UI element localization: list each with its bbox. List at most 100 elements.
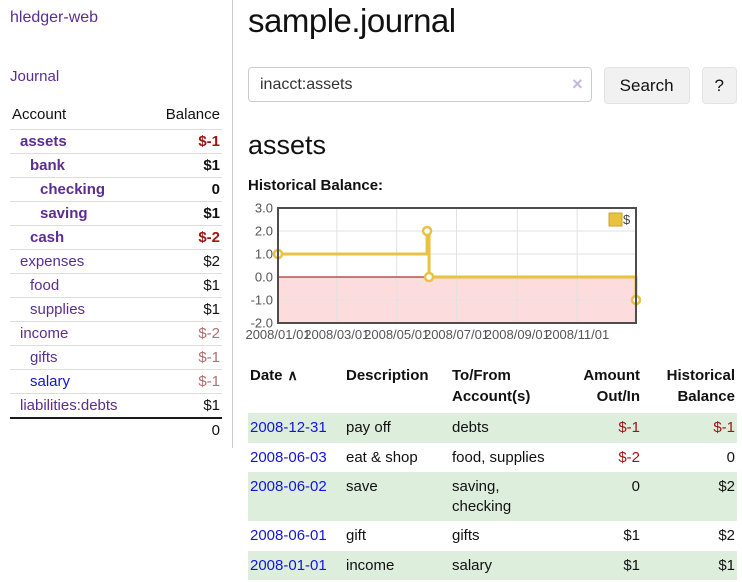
register-header-accounts: To/From Account(s) [452, 367, 531, 405]
transaction-balance: 0 [726, 448, 735, 466]
register-row: 2008-01-01 income salary $1 $1 [248, 550, 737, 580]
account-link-saving[interactable]: saving [40, 205, 88, 222]
account-link-expenses[interactable]: expenses [20, 253, 85, 270]
account-balance: $-1 [148, 345, 222, 370]
clear-search-icon[interactable]: × [572, 74, 583, 94]
account-link-salary[interactable]: salary [30, 373, 71, 390]
account-balance: 0 [148, 177, 222, 202]
svg-text:-2.0: -2.0 [251, 316, 273, 331]
historical-balance-chart: 3.0 2.0 1.0 0.0 -1.0 -2.0 2008/01/01 2008/03/01… [245, 201, 650, 344]
transaction-date-link[interactable]: 2008-12-31 [250, 419, 327, 436]
svg-text:2008/01/01: 2008/01/01 [245, 327, 310, 342]
svg-text:2008/05/01: 2008/05/01 [364, 327, 429, 342]
search-help-button[interactable]: ? [701, 67, 737, 104]
account-row: bank $1 [10, 153, 222, 178]
svg-text:2008/07/01: 2008/07/01 [424, 327, 489, 342]
account-link-liabilities-debts[interactable]: liabilities:debts [20, 397, 118, 414]
svg-text:2008/11/01: 2008/11/01 [545, 327, 609, 342]
transaction-description: income [346, 556, 395, 574]
register-table: Date ∧ Description To/From Account(s) Amo… [248, 361, 737, 580]
account-row: cash $-2 [10, 225, 222, 250]
chart-canvas: 3.0 2.0 1.0 0.0 -1.0 -2.02008/01/012008/03/01… [245, 201, 642, 342]
register-row: 2008-06-01 gift gifts $1 $2 [248, 521, 737, 551]
register-header-balance: Historical Balance [666, 367, 735, 405]
register-row: 2008-06-02 save saving, checking 0 $2 [248, 472, 737, 521]
account-heading: assets [248, 130, 327, 160]
account-row: liabilities:debts $1 [10, 393, 222, 419]
accounts-header-account: Account [10, 102, 149, 130]
svg-text:2008/03/01: 2008/03/01 [304, 327, 369, 342]
register-row: 2008-12-31 pay off debts $-1 $-1 [248, 413, 737, 443]
account-link-supplies[interactable]: supplies [30, 301, 86, 318]
account-row: assets $-1 [10, 129, 222, 154]
transaction-accounts: saving, checking [452, 478, 512, 515]
accounts-header-balance: Balance [148, 102, 222, 130]
account-link-income[interactable]: income [20, 325, 69, 342]
account-balance: $1 [148, 393, 222, 419]
account-link-assets[interactable]: assets [20, 133, 67, 150]
main-content: sample.journal × Search ? assets Histori… [233, 0, 737, 580]
account-link-gifts[interactable]: gifts [30, 349, 58, 366]
transaction-description: gift [346, 527, 367, 544]
register-row: 2008-06-03 eat & shop food, supplies $-2… [248, 443, 737, 473]
account-balance: $2 [148, 249, 222, 274]
transaction-balance: $-1 [713, 419, 735, 436]
transaction-amount: $1 [623, 527, 640, 544]
transaction-balance: $1 [718, 556, 735, 574]
account-balance: $-1 [148, 129, 222, 154]
account-row: saving $1 [10, 201, 222, 226]
sidebar-item-journal[interactable]: Journal [10, 68, 60, 85]
transaction-balance: $2 [718, 527, 735, 544]
account-link-cash[interactable]: cash [30, 229, 65, 246]
account-row: checking 0 [10, 177, 222, 202]
transaction-amount: 0 [631, 478, 640, 495]
account-row: gifts $-1 [10, 345, 222, 370]
svg-text:0.0: 0.0 [255, 270, 273, 285]
transaction-accounts: gifts [452, 527, 480, 544]
account-link-food[interactable]: food [30, 277, 60, 294]
app-title-link[interactable]: hledger-web [10, 9, 99, 26]
transaction-date-link[interactable]: 2008-06-01 [250, 527, 327, 544]
account-row: food $1 [10, 273, 222, 298]
transaction-balance: $2 [718, 478, 735, 495]
transaction-accounts: debts [452, 419, 489, 436]
account-row: salary $-1 [10, 369, 222, 394]
register-header-date[interactable]: Date ∧ [250, 367, 298, 384]
register-header-amount: Amount Out/In [583, 367, 640, 405]
search-form: × Search ? [248, 67, 737, 104]
account-balance: $-2 [148, 225, 222, 250]
transaction-description: eat & shop [346, 448, 418, 466]
search-input[interactable] [248, 67, 592, 102]
svg-text:$: $ [623, 212, 631, 227]
transaction-description: save [346, 478, 378, 495]
page-title: sample.journal [248, 2, 456, 39]
transaction-amount: $-1 [618, 419, 640, 436]
svg-text:3.0: 3.0 [255, 201, 273, 216]
transaction-amount: $1 [623, 556, 640, 574]
account-row: expenses $2 [10, 249, 222, 274]
account-row: income $-2 [10, 321, 222, 346]
svg-text:2008/09/01: 2008/09/01 [485, 327, 550, 342]
account-row: supplies $1 [10, 297, 222, 322]
sort-asc-icon: ∧ [287, 367, 298, 383]
account-link-bank[interactable]: bank [30, 157, 66, 174]
account-balance: $1 [148, 273, 222, 298]
svg-text:-1.0: -1.0 [251, 293, 273, 308]
transaction-date-link[interactable]: 2008-01-01 [250, 556, 327, 574]
transaction-date-link[interactable]: 2008-06-03 [250, 448, 327, 466]
transaction-description: pay off [346, 419, 391, 436]
accounts-total-row: 0 [10, 417, 222, 442]
account-balance: $1 [148, 201, 222, 226]
transaction-date-link[interactable]: 2008-06-02 [250, 478, 327, 495]
transaction-accounts: salary [452, 556, 493, 574]
account-balance: $1 [148, 153, 222, 178]
account-balance: $-2 [148, 321, 222, 346]
svg-text:1.0: 1.0 [255, 247, 273, 262]
accounts-total-value: 0 [148, 417, 222, 442]
account-link-checking[interactable]: checking [40, 181, 106, 198]
transaction-amount: $-2 [618, 448, 640, 466]
sidebar: hledger-web Journal Account Balance asse… [0, 0, 233, 448]
search-button[interactable]: Search [603, 67, 690, 104]
account-balance: $-1 [148, 369, 222, 394]
